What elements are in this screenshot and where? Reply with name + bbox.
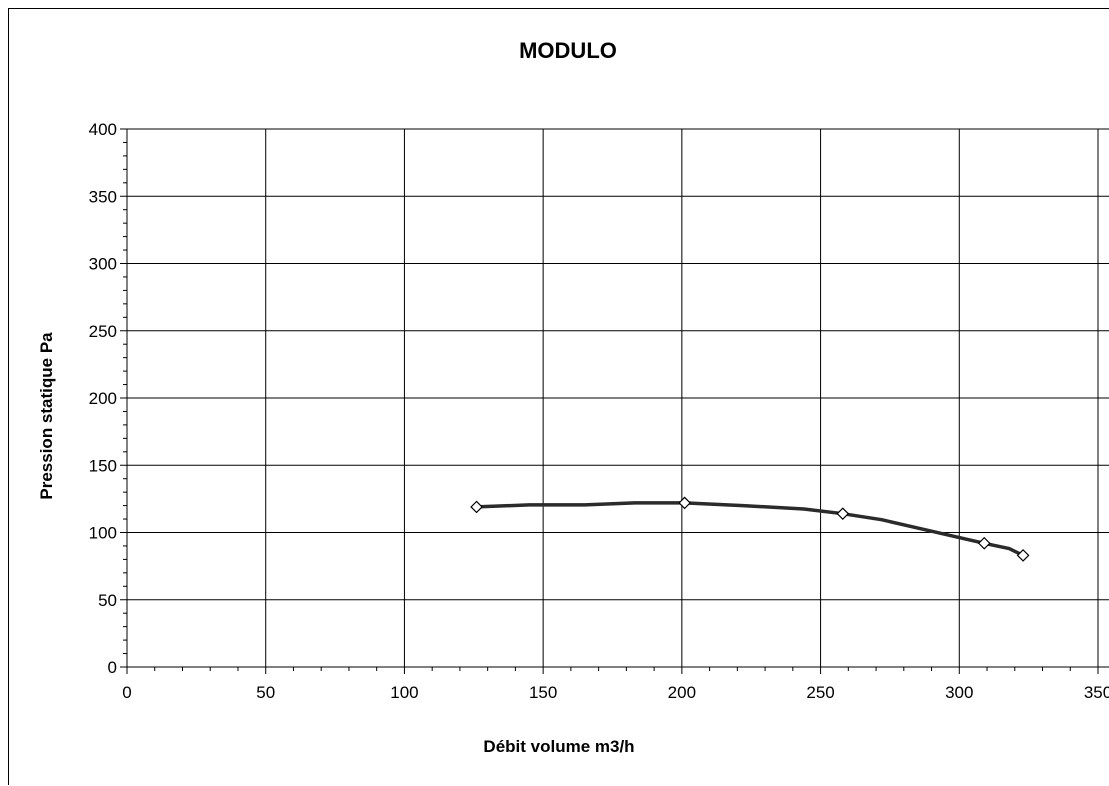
y-tick-label: 100 <box>89 524 117 543</box>
x-tick-label: 100 <box>390 683 418 702</box>
axis-layer <box>120 128 1109 674</box>
y-tick-label: 400 <box>89 120 117 139</box>
x-tick-label: 200 <box>668 683 696 702</box>
y-axis-label: Pression statique Pa <box>37 332 56 500</box>
series-layer <box>470 496 1030 562</box>
data-point-marker <box>836 507 850 521</box>
x-tick-label: 350 <box>1084 683 1109 702</box>
data-point-marker <box>977 536 991 550</box>
x-tick-label: 250 <box>806 683 834 702</box>
chart-title: MODULO <box>519 38 617 63</box>
tick-label-layer: 0 50 100 150 200 250 300 350 400 0 50 100 150 200 250 3… <box>89 120 1109 702</box>
series-line <box>474 501 1025 558</box>
x-tick-label: 0 <box>122 683 131 702</box>
x-tick-label: 300 <box>945 683 973 702</box>
data-point-marker <box>678 496 691 510</box>
grid-layer <box>127 128 1109 667</box>
y-tick-label: 200 <box>89 389 117 408</box>
y-tick-label: 150 <box>89 456 117 475</box>
x-tick-label: 50 <box>256 683 275 702</box>
x-axis-label: Débit volume m3/h <box>483 737 634 756</box>
y-tick-label: 0 <box>108 658 117 677</box>
chart-frame: MODULO Pression statique Pa Débit volume… <box>8 8 1109 785</box>
x-tick-label: 150 <box>529 683 557 702</box>
y-tick-label: 300 <box>89 255 117 274</box>
chart-svg: MODULO Pression statique Pa Débit volume… <box>37 38 1109 756</box>
y-tick-label: 250 <box>89 322 117 341</box>
y-tick-label: 350 <box>89 187 117 206</box>
data-point-marker <box>470 500 483 514</box>
data-point-marker <box>1016 549 1030 562</box>
y-tick-label: 50 <box>98 591 117 610</box>
